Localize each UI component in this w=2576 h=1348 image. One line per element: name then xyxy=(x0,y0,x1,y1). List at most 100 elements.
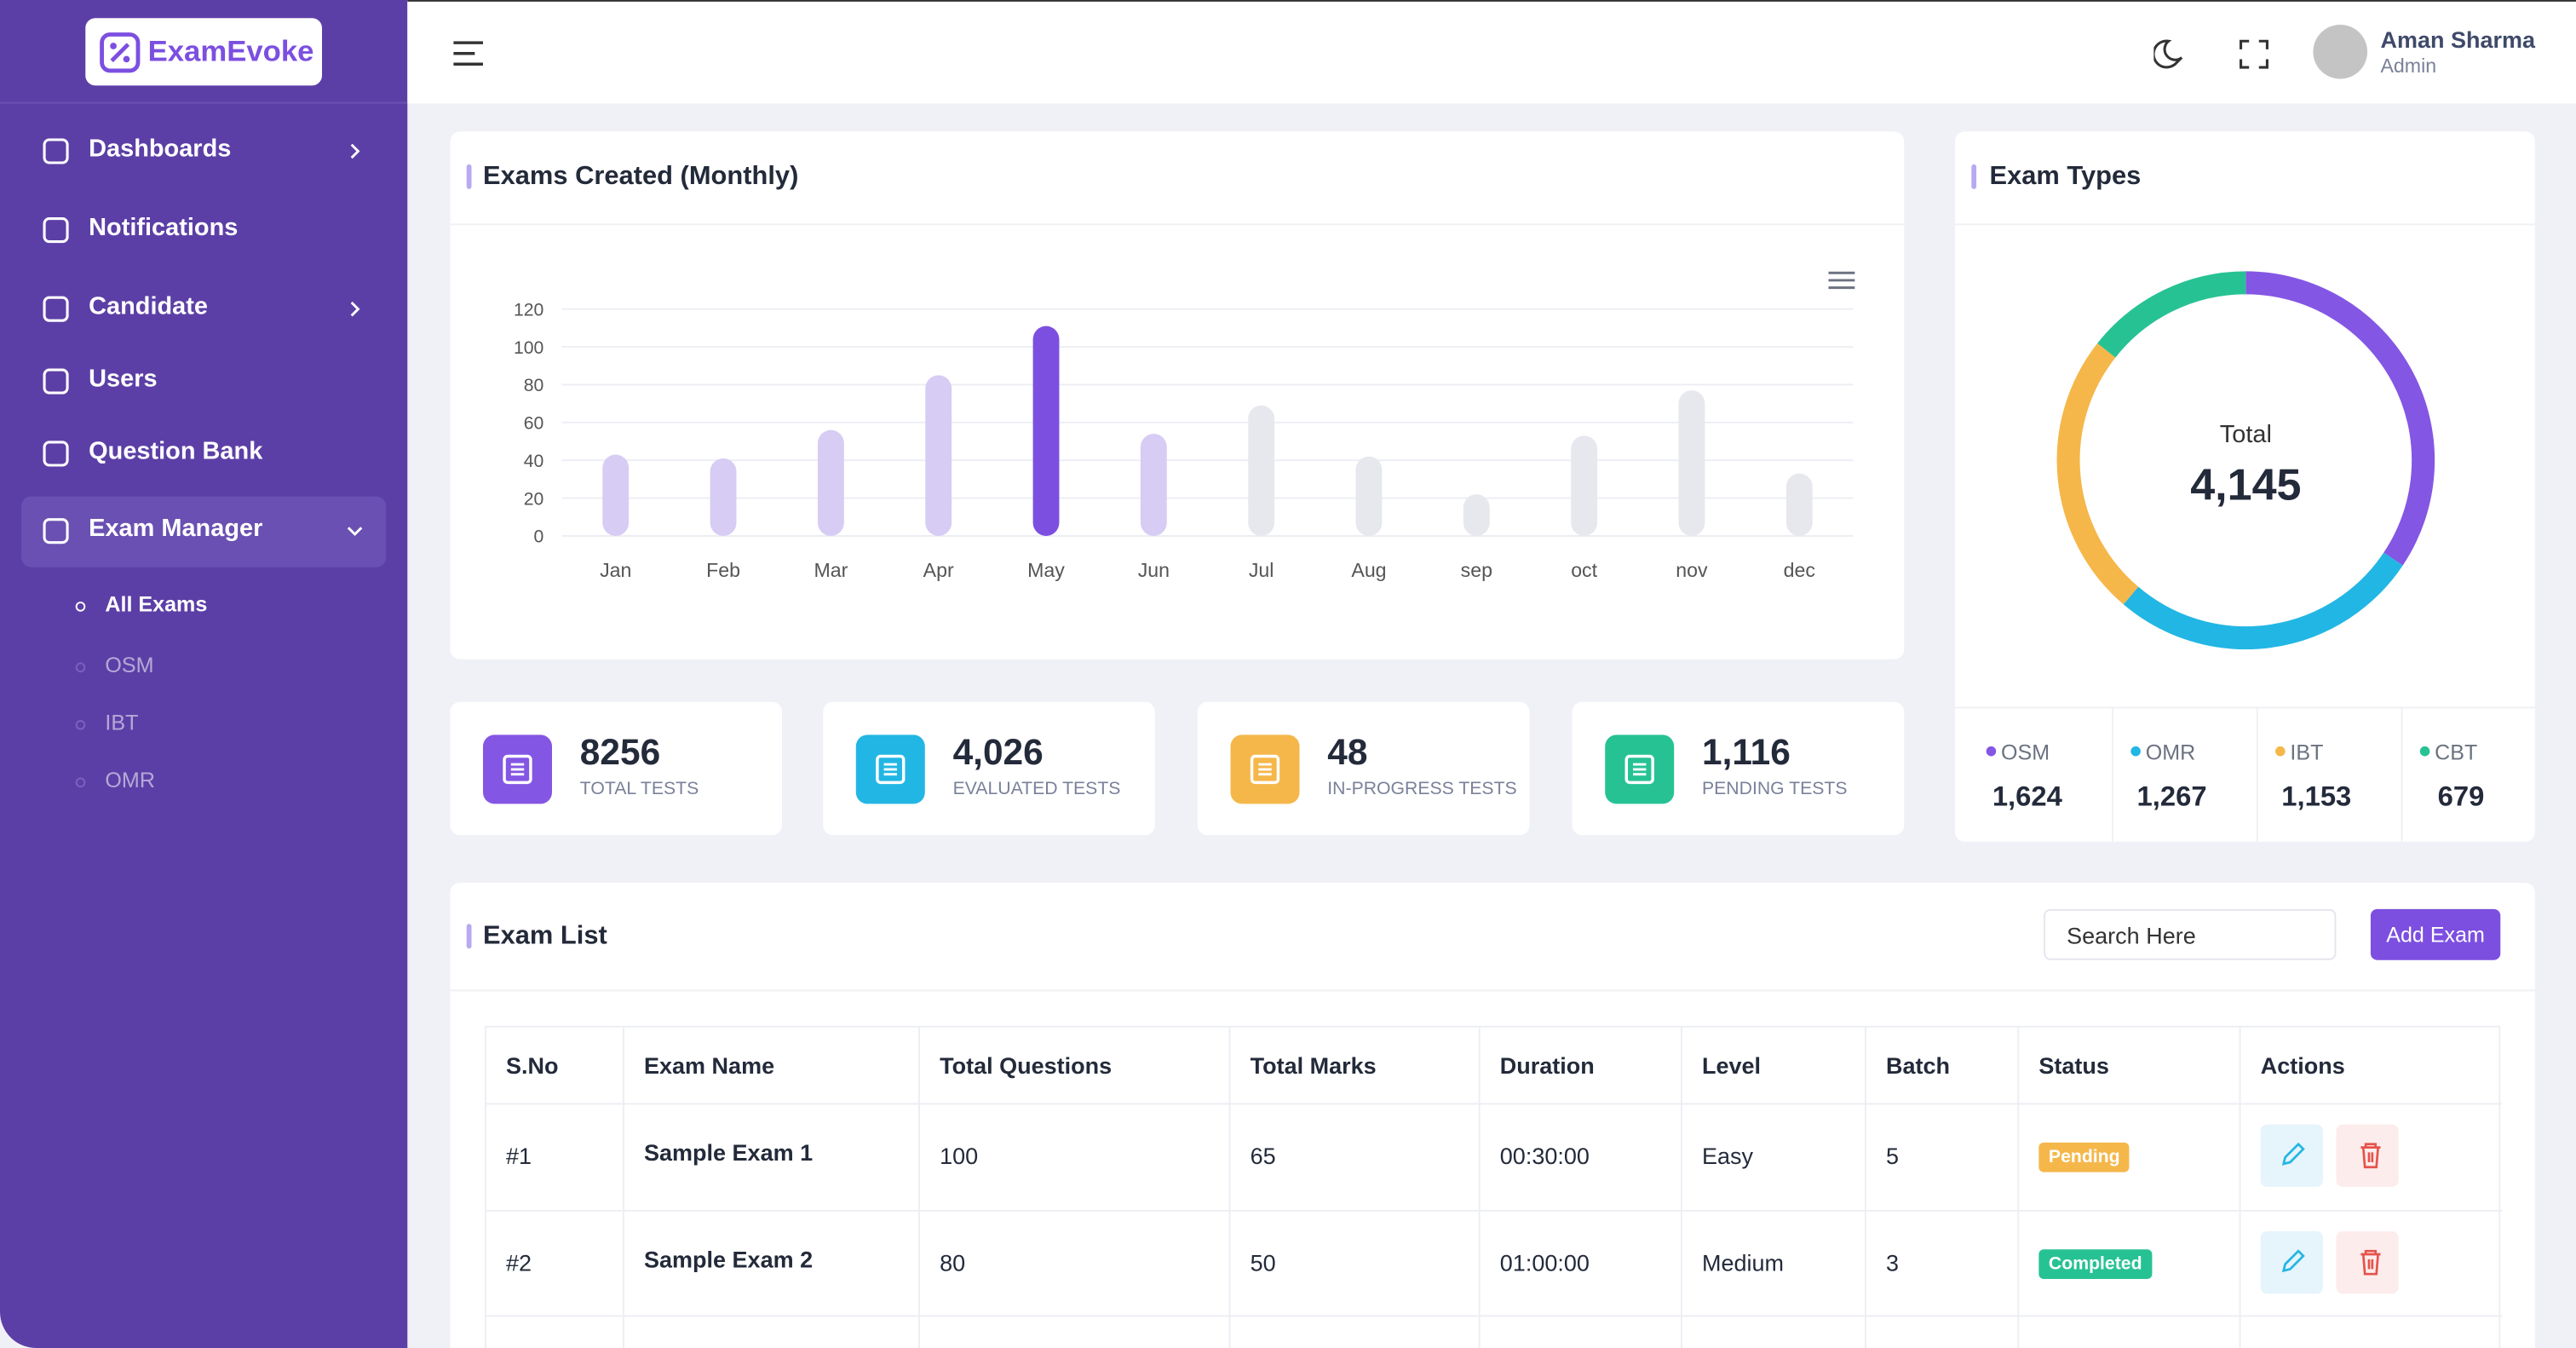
col-divider xyxy=(1478,1027,1481,1348)
divider xyxy=(450,989,2535,992)
legend-dot xyxy=(2275,746,2286,757)
x-tick-label: Jan xyxy=(600,559,631,581)
logo-icon xyxy=(100,32,141,73)
chevron-shape xyxy=(350,301,360,317)
sub-item[interactable]: OSM xyxy=(105,652,154,677)
x-tick-label: May xyxy=(1027,559,1065,581)
sub-item[interactable]: OMR xyxy=(105,767,155,792)
stat-value: 1,116 xyxy=(1701,731,1791,773)
cell: Medium xyxy=(1701,1249,1785,1276)
x-tick-label: Feb xyxy=(706,559,740,581)
status-badge: Pending xyxy=(2038,1142,2130,1172)
icon-shape xyxy=(43,138,69,164)
col-divider xyxy=(1864,1027,1866,1348)
theme-toggle[interactable] xyxy=(2153,37,2187,71)
button-label: Add Exam xyxy=(2386,922,2485,948)
stat-icon-glyph xyxy=(503,754,532,785)
center-label: Total xyxy=(2220,421,2272,448)
nav-item[interactable]: Notifications xyxy=(89,213,239,242)
x-tick-label: oct xyxy=(1571,559,1597,581)
bar xyxy=(1140,434,1167,536)
stat-icon-glyph xyxy=(1624,754,1654,785)
bar xyxy=(925,375,952,536)
row-divider xyxy=(486,1209,2503,1212)
donut-segment xyxy=(2056,343,2139,605)
cell: Easy xyxy=(1701,1142,1754,1169)
y-tick-label: 120 xyxy=(514,300,543,320)
avatar[interactable] xyxy=(2313,24,2368,79)
col-divider xyxy=(1680,1027,1682,1348)
exam-table: S.No Exam Name Total Questions Total Marks D… xyxy=(484,1025,2503,1348)
nav-item[interactable]: Candidate xyxy=(89,292,208,321)
search-placeholder: Search Here xyxy=(2067,922,2196,949)
legend-dot xyxy=(2130,746,2141,757)
stat-icon-glyph xyxy=(1250,754,1280,785)
y-tick-label: 0 xyxy=(534,527,544,547)
stat-value: 4,026 xyxy=(952,731,1044,773)
chevron xyxy=(350,143,360,159)
fullscreen[interactable] xyxy=(2240,39,2269,69)
cell: 00:30:00 xyxy=(1499,1142,1590,1169)
logo[interactable]: ExamEvoke xyxy=(85,18,322,86)
bar xyxy=(1355,456,1383,536)
bar xyxy=(1463,494,1490,536)
icon-shape xyxy=(43,441,69,467)
col-divider xyxy=(1228,1027,1231,1348)
edit-button[interactable] xyxy=(2260,1231,2323,1294)
nav-item[interactable]: Dashboards xyxy=(89,135,232,163)
row-divider xyxy=(486,1103,2503,1105)
cell: 5 xyxy=(1885,1142,1900,1169)
sub-item[interactable]: IBT xyxy=(105,710,139,735)
pencil xyxy=(2281,1142,2305,1166)
donut-chart: Total 4,145 OSM 1,624 OMR 1,267 IBT 1,153 CBT 679 xyxy=(1986,271,2485,842)
doc xyxy=(876,754,906,785)
search-input[interactable]: Search Here xyxy=(2044,908,2337,960)
bar-chart: 0 20 40 60 80 100 120 Jan Feb Mar Apr May Jun Jul Aug s… xyxy=(514,271,1855,581)
bar xyxy=(1571,435,1598,536)
legend-dot xyxy=(1986,746,1997,757)
x-tick-label: dec xyxy=(1784,559,1815,581)
brand-name: ExamEvoke xyxy=(147,34,314,68)
delete-button[interactable] xyxy=(2336,1124,2399,1187)
nav-icon xyxy=(43,518,69,544)
legend-value: 679 xyxy=(2438,780,2485,811)
legend-label: CBT xyxy=(2435,740,2477,764)
legend-label: IBT xyxy=(2290,740,2323,764)
bar xyxy=(1785,473,1813,536)
chevron xyxy=(350,301,360,317)
nav-icon xyxy=(43,138,69,164)
sub-item[interactable]: All Exams xyxy=(105,591,208,617)
user-name: Aman Sharma xyxy=(2380,26,2536,53)
stat-card: 4,026 EVALUATED TESTS xyxy=(823,701,1155,836)
stat-card: 48 IN-PROGRESS TESTS xyxy=(1197,701,1530,836)
edit-button[interactable] xyxy=(2260,1124,2323,1187)
menu-toggle[interactable] xyxy=(453,41,486,67)
x-tick-label: nov xyxy=(1676,559,1708,581)
cell: 100 xyxy=(940,1142,979,1169)
add-exam-button[interactable]: Add Exam xyxy=(2370,908,2501,960)
donut-segment xyxy=(2097,271,2246,358)
user-role: Admin xyxy=(2380,54,2437,78)
chart-menu[interactable] xyxy=(1828,271,1855,290)
sub-bullet xyxy=(75,662,86,673)
nav-item[interactable]: Users xyxy=(89,365,158,394)
delete-button[interactable] xyxy=(2336,1231,2399,1294)
cell: 65 xyxy=(1250,1142,1276,1169)
action-icons xyxy=(2281,1249,2381,1276)
nav-item[interactable]: Exam Manager xyxy=(89,514,263,543)
stat-card: 8256 TOTAL TESTS xyxy=(450,701,782,836)
header: Aman Sharma Admin xyxy=(407,0,2576,104)
donut-segment xyxy=(2123,552,2403,649)
doc xyxy=(1624,754,1654,785)
stat-caption: EVALUATED TESTS xyxy=(952,779,1121,799)
divider xyxy=(1954,223,2535,226)
cell: 01:00:00 xyxy=(1499,1249,1590,1276)
sub-bullet xyxy=(75,720,86,730)
bar xyxy=(1032,325,1060,536)
nav-item[interactable]: Question Bank xyxy=(89,437,263,465)
column-header: Actions xyxy=(2260,1051,2345,1079)
cell: 80 xyxy=(940,1249,966,1276)
sidebar: ExamEvoke Dashboards Notifications Candida… xyxy=(0,0,408,1348)
bar xyxy=(1678,390,1705,536)
